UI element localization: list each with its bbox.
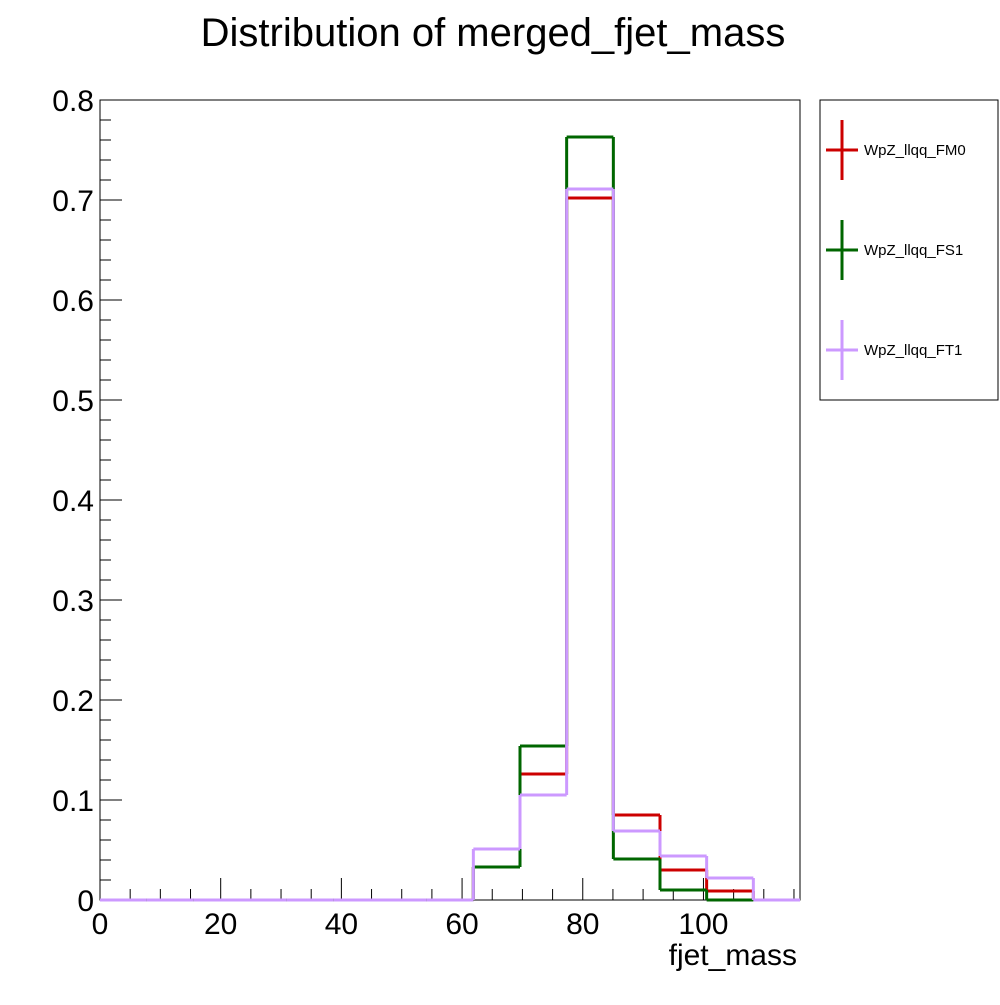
y-tick-label: 0.8 xyxy=(52,85,94,118)
x-tick-label: 0 xyxy=(92,908,109,941)
y-tick-label: 0.4 xyxy=(52,485,94,518)
x-tick-label: 100 xyxy=(678,908,728,941)
y-tick-label: 0.1 xyxy=(52,785,94,818)
legend-label: WpZ_llqq_FT1 xyxy=(864,342,962,359)
legend-label: WpZ_llqq_FM0 xyxy=(864,142,966,159)
y-tick-label: 0.6 xyxy=(52,285,94,318)
legend-entry[interactable]: WpZ_llqq_FS1 xyxy=(826,220,963,280)
x-tick-label: 20 xyxy=(204,908,237,941)
x-axis-title: fjet_mass xyxy=(669,939,797,972)
chart-title: Distribution of merged_fjet_mass xyxy=(201,11,786,55)
y-axis: 0 0.1 0.2 0.3 0.4 0.5 0.6 0.7 0.8 xyxy=(52,85,122,918)
y-tick-label: 0.5 xyxy=(52,385,94,418)
x-tick-label: 60 xyxy=(445,908,478,941)
y-tick-label: 0 xyxy=(77,885,94,918)
legend-entry[interactable]: WpZ_llqq_FM0 xyxy=(826,120,966,180)
x-tick-label: 80 xyxy=(566,908,599,941)
series-layer xyxy=(100,135,800,902)
y-tick-label: 0.2 xyxy=(52,685,94,718)
x-tick-label: 40 xyxy=(325,908,358,941)
series-WpZ_llqq_FS1 xyxy=(100,135,800,902)
legend[interactable]: WpZ_llqq_FM0 WpZ_llqq_FS1 WpZ_llqq_FT1 xyxy=(826,120,966,380)
series-WpZ_llqq_FM0 xyxy=(100,196,800,902)
series-WpZ_llqq_FT1 xyxy=(100,187,800,902)
y-tick-label: 0.3 xyxy=(52,585,94,618)
legend-entry[interactable]: WpZ_llqq_FT1 xyxy=(826,320,962,380)
plot-frame xyxy=(99,99,801,901)
legend-label: WpZ_llqq_FS1 xyxy=(864,242,963,259)
x-axis: 0 20 40 60 80 100 xyxy=(92,878,795,941)
y-tick-label: 0.7 xyxy=(52,185,94,218)
